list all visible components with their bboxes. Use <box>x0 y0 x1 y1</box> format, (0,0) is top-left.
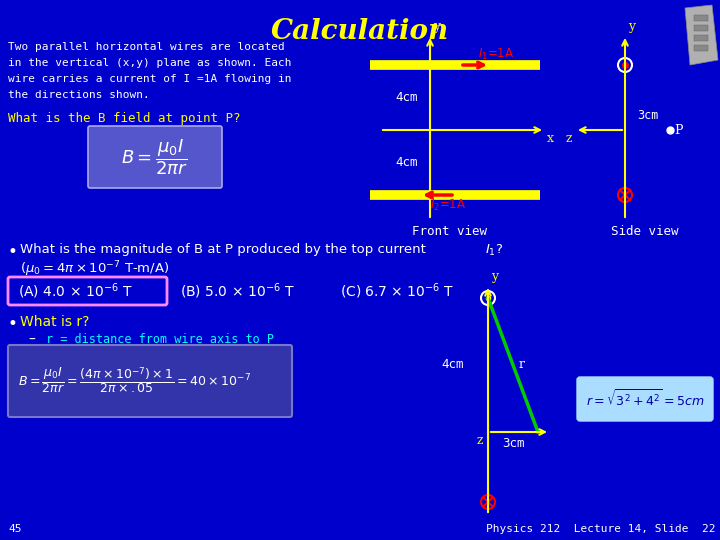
Text: 4cm: 4cm <box>395 156 418 169</box>
Text: in the vertical (x,y) plane as shown. Each: in the vertical (x,y) plane as shown. Ea… <box>8 58 292 68</box>
Text: •: • <box>8 315 18 333</box>
Text: Physics 212  Lecture 14, Slide  22: Physics 212 Lecture 14, Slide 22 <box>485 524 715 534</box>
Text: wire carries a current of I =1A flowing in: wire carries a current of I =1A flowing … <box>8 74 292 84</box>
Text: $B = \dfrac{\mu_0 I}{2\pi r} = \dfrac{(4\pi \times 10^{-7})\times 1}{2\pi \times: $B = \dfrac{\mu_0 I}{2\pi r} = \dfrac{(4… <box>18 366 251 396</box>
FancyBboxPatch shape <box>8 345 292 417</box>
Text: 4cm: 4cm <box>395 91 418 104</box>
Text: r: r <box>519 359 525 372</box>
Text: y: y <box>628 20 635 33</box>
Text: What is the B field at point P?: What is the B field at point P? <box>8 112 240 125</box>
Text: ($\mu_0 = 4\pi \times 10^{-7}$ T-m/A): ($\mu_0 = 4\pi \times 10^{-7}$ T-m/A) <box>20 259 169 279</box>
Text: (A) 4.0 $\times$ 10$^{-6}$ T: (A) 4.0 $\times$ 10$^{-6}$ T <box>18 281 132 301</box>
Text: the directions shown.: the directions shown. <box>8 90 150 100</box>
Text: •: • <box>8 243 18 261</box>
Text: What is the magnitude of B at P produced by the top current: What is the magnitude of B at P produced… <box>20 243 430 256</box>
Text: $B = \dfrac{\mu_0 I}{2\pi r}$: $B = \dfrac{\mu_0 I}{2\pi r}$ <box>122 137 189 177</box>
Text: Two parallel horizontal wires are located: Two parallel horizontal wires are locate… <box>8 42 284 52</box>
Text: y: y <box>491 270 498 283</box>
Text: 3cm: 3cm <box>502 437 524 450</box>
Text: 45: 45 <box>8 524 22 534</box>
Text: z: z <box>565 132 572 145</box>
Text: Calculation: Calculation <box>271 18 449 45</box>
Text: –: – <box>28 333 35 347</box>
Polygon shape <box>685 5 718 65</box>
Text: $I_1$=1A: $I_1$=1A <box>478 47 514 62</box>
Text: 4cm: 4cm <box>442 359 464 372</box>
Bar <box>694 15 708 21</box>
Text: What is r?: What is r? <box>20 315 89 329</box>
Bar <box>694 25 708 31</box>
Text: (C) 6.7 $\times$ 10$^{-6}$ T: (C) 6.7 $\times$ 10$^{-6}$ T <box>340 281 454 301</box>
FancyBboxPatch shape <box>88 126 222 188</box>
Text: $I_2$=1A: $I_2$=1A <box>430 198 467 213</box>
Text: Side view: Side view <box>611 225 679 238</box>
Text: (B) 5.0 $\times$ 10$^{-6}$ T: (B) 5.0 $\times$ 10$^{-6}$ T <box>180 281 294 301</box>
Text: $r = \sqrt{3^2 + 4^2} = 5cm$: $r = \sqrt{3^2 + 4^2} = 5cm$ <box>586 388 704 410</box>
FancyBboxPatch shape <box>577 377 713 421</box>
Text: $I_1$?: $I_1$? <box>485 243 503 258</box>
Text: P: P <box>674 124 683 137</box>
FancyBboxPatch shape <box>8 277 167 305</box>
Bar <box>694 35 708 41</box>
Bar <box>694 45 708 51</box>
Text: r = distance from wire axis to P: r = distance from wire axis to P <box>46 333 274 346</box>
Text: 3cm: 3cm <box>636 109 658 122</box>
Text: y: y <box>433 20 440 33</box>
Text: x: x <box>547 132 554 145</box>
Text: z: z <box>477 434 483 447</box>
Text: Front view: Front view <box>413 225 487 238</box>
